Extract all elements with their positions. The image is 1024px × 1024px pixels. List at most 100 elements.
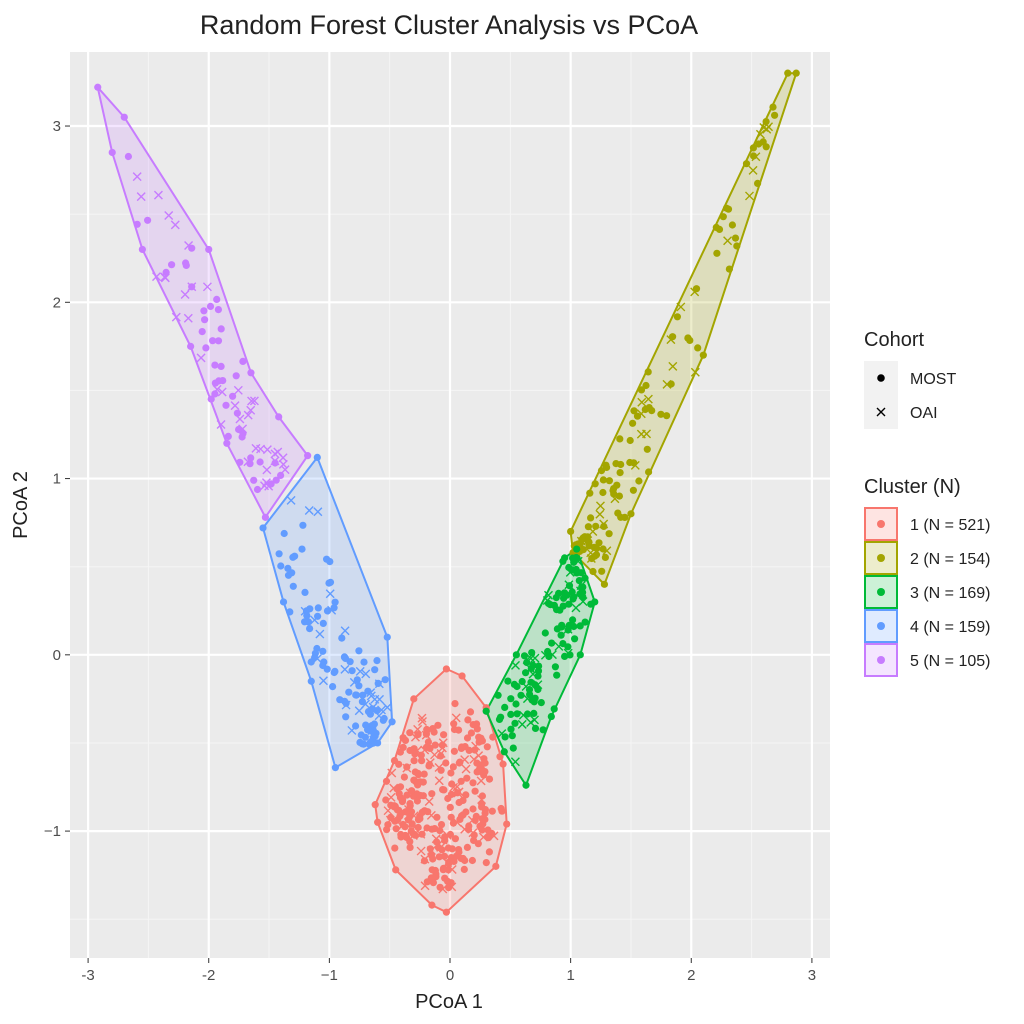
data-point [489,733,497,741]
data-point [256,458,264,466]
data-point [426,845,436,855]
data-point [539,726,547,734]
data-point [467,729,475,737]
data-point [522,694,532,704]
data-point [420,770,428,778]
data-point [275,550,283,558]
data-point [447,790,455,799]
data-point [621,513,629,522]
data-point [605,530,613,538]
data-point [423,725,431,734]
data-point [599,476,608,484]
data-point [271,459,279,467]
data-point [544,647,552,656]
data-point [395,760,403,768]
data-point [408,820,416,828]
data-point [413,724,423,734]
data-point [645,404,653,412]
data-point [164,211,174,220]
legend-circle-icon [877,554,885,562]
y-axis: −1 0 1 2 3 [44,118,70,840]
data-point [355,666,365,676]
data-point [429,725,437,733]
data-point [517,691,525,699]
data-point [451,713,461,723]
data-point [262,465,272,475]
data-point [152,272,161,282]
data-point [421,730,431,740]
data-point [306,625,314,633]
data-point [500,748,508,756]
data-point [144,216,152,224]
data-point [442,759,450,767]
data-point [613,481,621,489]
data-point [198,328,206,336]
data-point [531,724,540,733]
data-point [451,835,459,843]
data-point [200,307,208,315]
data-point [541,629,549,637]
data-point [171,312,181,322]
data-point [434,843,442,852]
data-point [452,852,461,860]
data-point [406,802,414,810]
data-point [497,713,505,721]
data-point [132,172,142,182]
data-point [462,808,470,816]
data-point [427,874,435,882]
data-point [331,667,339,676]
data-point [512,700,520,708]
data-point [345,688,353,696]
data-point [431,866,439,875]
data-point [601,553,610,562]
data-point [749,144,758,152]
data-point [496,753,504,761]
data-point [417,713,427,723]
data-point [410,732,420,742]
data-point [426,810,436,820]
data-point [272,476,280,484]
data-point [325,589,335,599]
data-point [637,397,647,407]
data-point [440,786,448,794]
data-point [361,669,371,679]
data-point [277,471,285,479]
data-point [478,826,486,834]
x-tick-label: -2 [202,967,215,984]
data-point [754,179,762,187]
data-point [416,815,424,823]
data-point [567,527,575,536]
data-point [459,854,467,863]
data-point [431,741,439,749]
data-point [724,205,733,213]
x-tick-label: 3 [808,967,816,984]
data-point [474,840,482,848]
data-point [586,548,596,558]
y-axis-label: PCoA 2 [10,471,32,539]
data-point [458,672,466,680]
data-point [407,825,417,835]
data-point [510,660,520,670]
data-point [615,492,624,500]
data-point [253,485,262,494]
legend-cross-icon [876,407,886,417]
data-point [307,658,315,666]
data-point [636,409,646,419]
data-point [508,732,516,740]
data-point [609,486,617,495]
data-point [275,413,283,421]
data-point [424,738,432,746]
data-point [331,598,339,606]
data-point [307,677,315,685]
data-point [410,757,418,765]
legend-label: 2 (N = 154) [910,551,990,568]
legend-label: 4 (N = 159) [910,619,990,636]
data-point [593,544,601,553]
data-point [211,379,219,387]
data-point [387,768,397,778]
data-point [463,843,471,852]
data-point [533,680,543,690]
data-point [473,725,481,733]
y-tick-label: 1 [53,471,61,488]
